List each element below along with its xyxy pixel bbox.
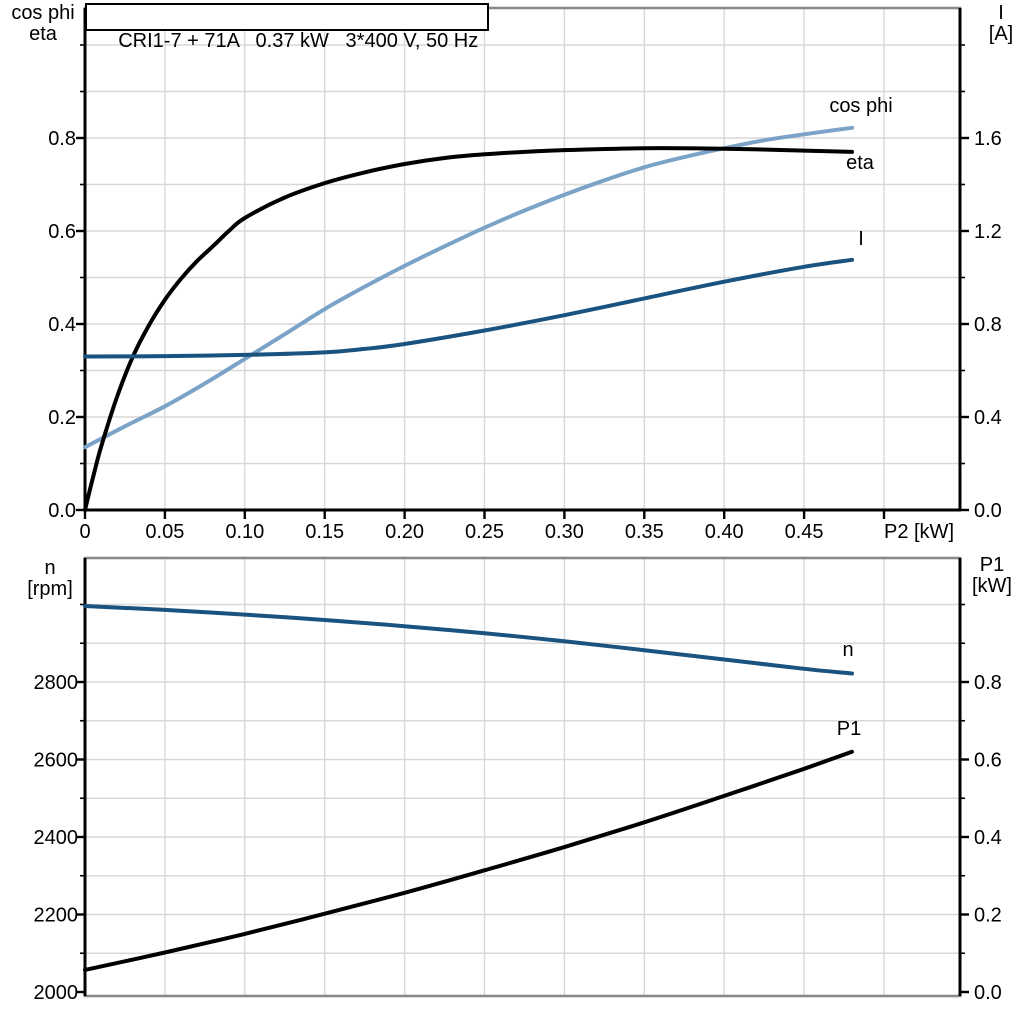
tick-label-x: 0.10 [225, 521, 264, 543]
tick-label-left: 0.4 [48, 314, 76, 336]
tick-label-right: 0.0 [974, 500, 1002, 522]
tick-label-x: 0.20 [385, 521, 424, 543]
tick-label-x: 0 [79, 521, 90, 543]
panel-frame [83, 556, 962, 998]
tick-label-left: 2200 [34, 905, 79, 927]
tick-label-right: 1.2 [974, 221, 1002, 243]
chart-title-box: CRI1-7 + 71A 0.37 kW 3*400 V, 50 Hz [85, 3, 490, 52]
tick-label-x: 0.45 [785, 521, 824, 543]
curve-p1 [83, 749, 854, 972]
panel-frame [83, 6, 962, 512]
top-left-axis-label: cos phi eta [2, 3, 84, 45]
tick-label-left: 0.6 [48, 221, 76, 243]
power-axis-label-line2: [kW] [972, 575, 1012, 597]
tick-label-x: 0.05 [145, 521, 184, 543]
tick-label-right: 0.2 [974, 905, 1002, 927]
speed-axis-label-line1: n [44, 557, 56, 579]
right-axis-label-line2: [A] [988, 23, 1014, 45]
top-right-axis-label: I [A] [978, 3, 1024, 45]
bottom-right-axis-label: P1 [kW] [962, 555, 1022, 597]
curve-i [83, 257, 854, 359]
tick-label-x: 0.30 [545, 521, 584, 543]
tick-label-right: 0.8 [974, 314, 1002, 336]
tick-label-right: 1.6 [974, 128, 1002, 150]
curve-label-cos-phi: cos phi [829, 95, 892, 117]
tick-label-x: 0.40 [705, 521, 744, 543]
right-axis-label-line1: I [998, 2, 1004, 24]
tick-label-right: 0.0 [974, 982, 1002, 1004]
tick-label-x: 0.25 [465, 521, 504, 543]
curve-cos-phi [83, 125, 854, 450]
left-axis-label-line1: cos phi [11, 2, 75, 24]
tick-label-left: 2000 [34, 982, 79, 1004]
curve-label-n: n [842, 639, 853, 661]
tick-label-left: 2400 [34, 827, 79, 849]
curve-label-eta: eta [846, 152, 875, 174]
bottom-left-axis-label: n [rpm] [10, 558, 90, 600]
curve-n [83, 604, 854, 676]
left-axis-label-line2: eta [29, 23, 57, 45]
speed-axis-label-line2: [rpm] [27, 578, 73, 600]
curve-eta [83, 146, 854, 512]
tick-label-x: 0.15 [305, 521, 344, 543]
tick-label-left: 0.2 [48, 407, 76, 429]
curve-label-p1: P1 [837, 718, 861, 740]
power-axis-label-line1: P1 [979, 554, 1005, 576]
tick-label-right: 0.4 [974, 407, 1002, 429]
tick-label-right: 0.4 [974, 827, 1002, 849]
tick-label-left: 2600 [34, 750, 79, 772]
x-axis-title: P2 [kW] [884, 521, 954, 543]
tick-label-left: 0.0 [48, 500, 76, 522]
tick-label-x: 0.35 [625, 521, 664, 543]
chart-title: CRI1-7 + 71A 0.37 kW 3*400 V, 50 Hz [118, 30, 479, 52]
tick-label-right: 0.6 [974, 750, 1002, 772]
tick-label-left: 2800 [34, 672, 79, 694]
curve-label-i: I [858, 228, 864, 250]
tick-label-left: 0.8 [48, 128, 76, 150]
tick-label-right: 0.8 [974, 672, 1002, 694]
